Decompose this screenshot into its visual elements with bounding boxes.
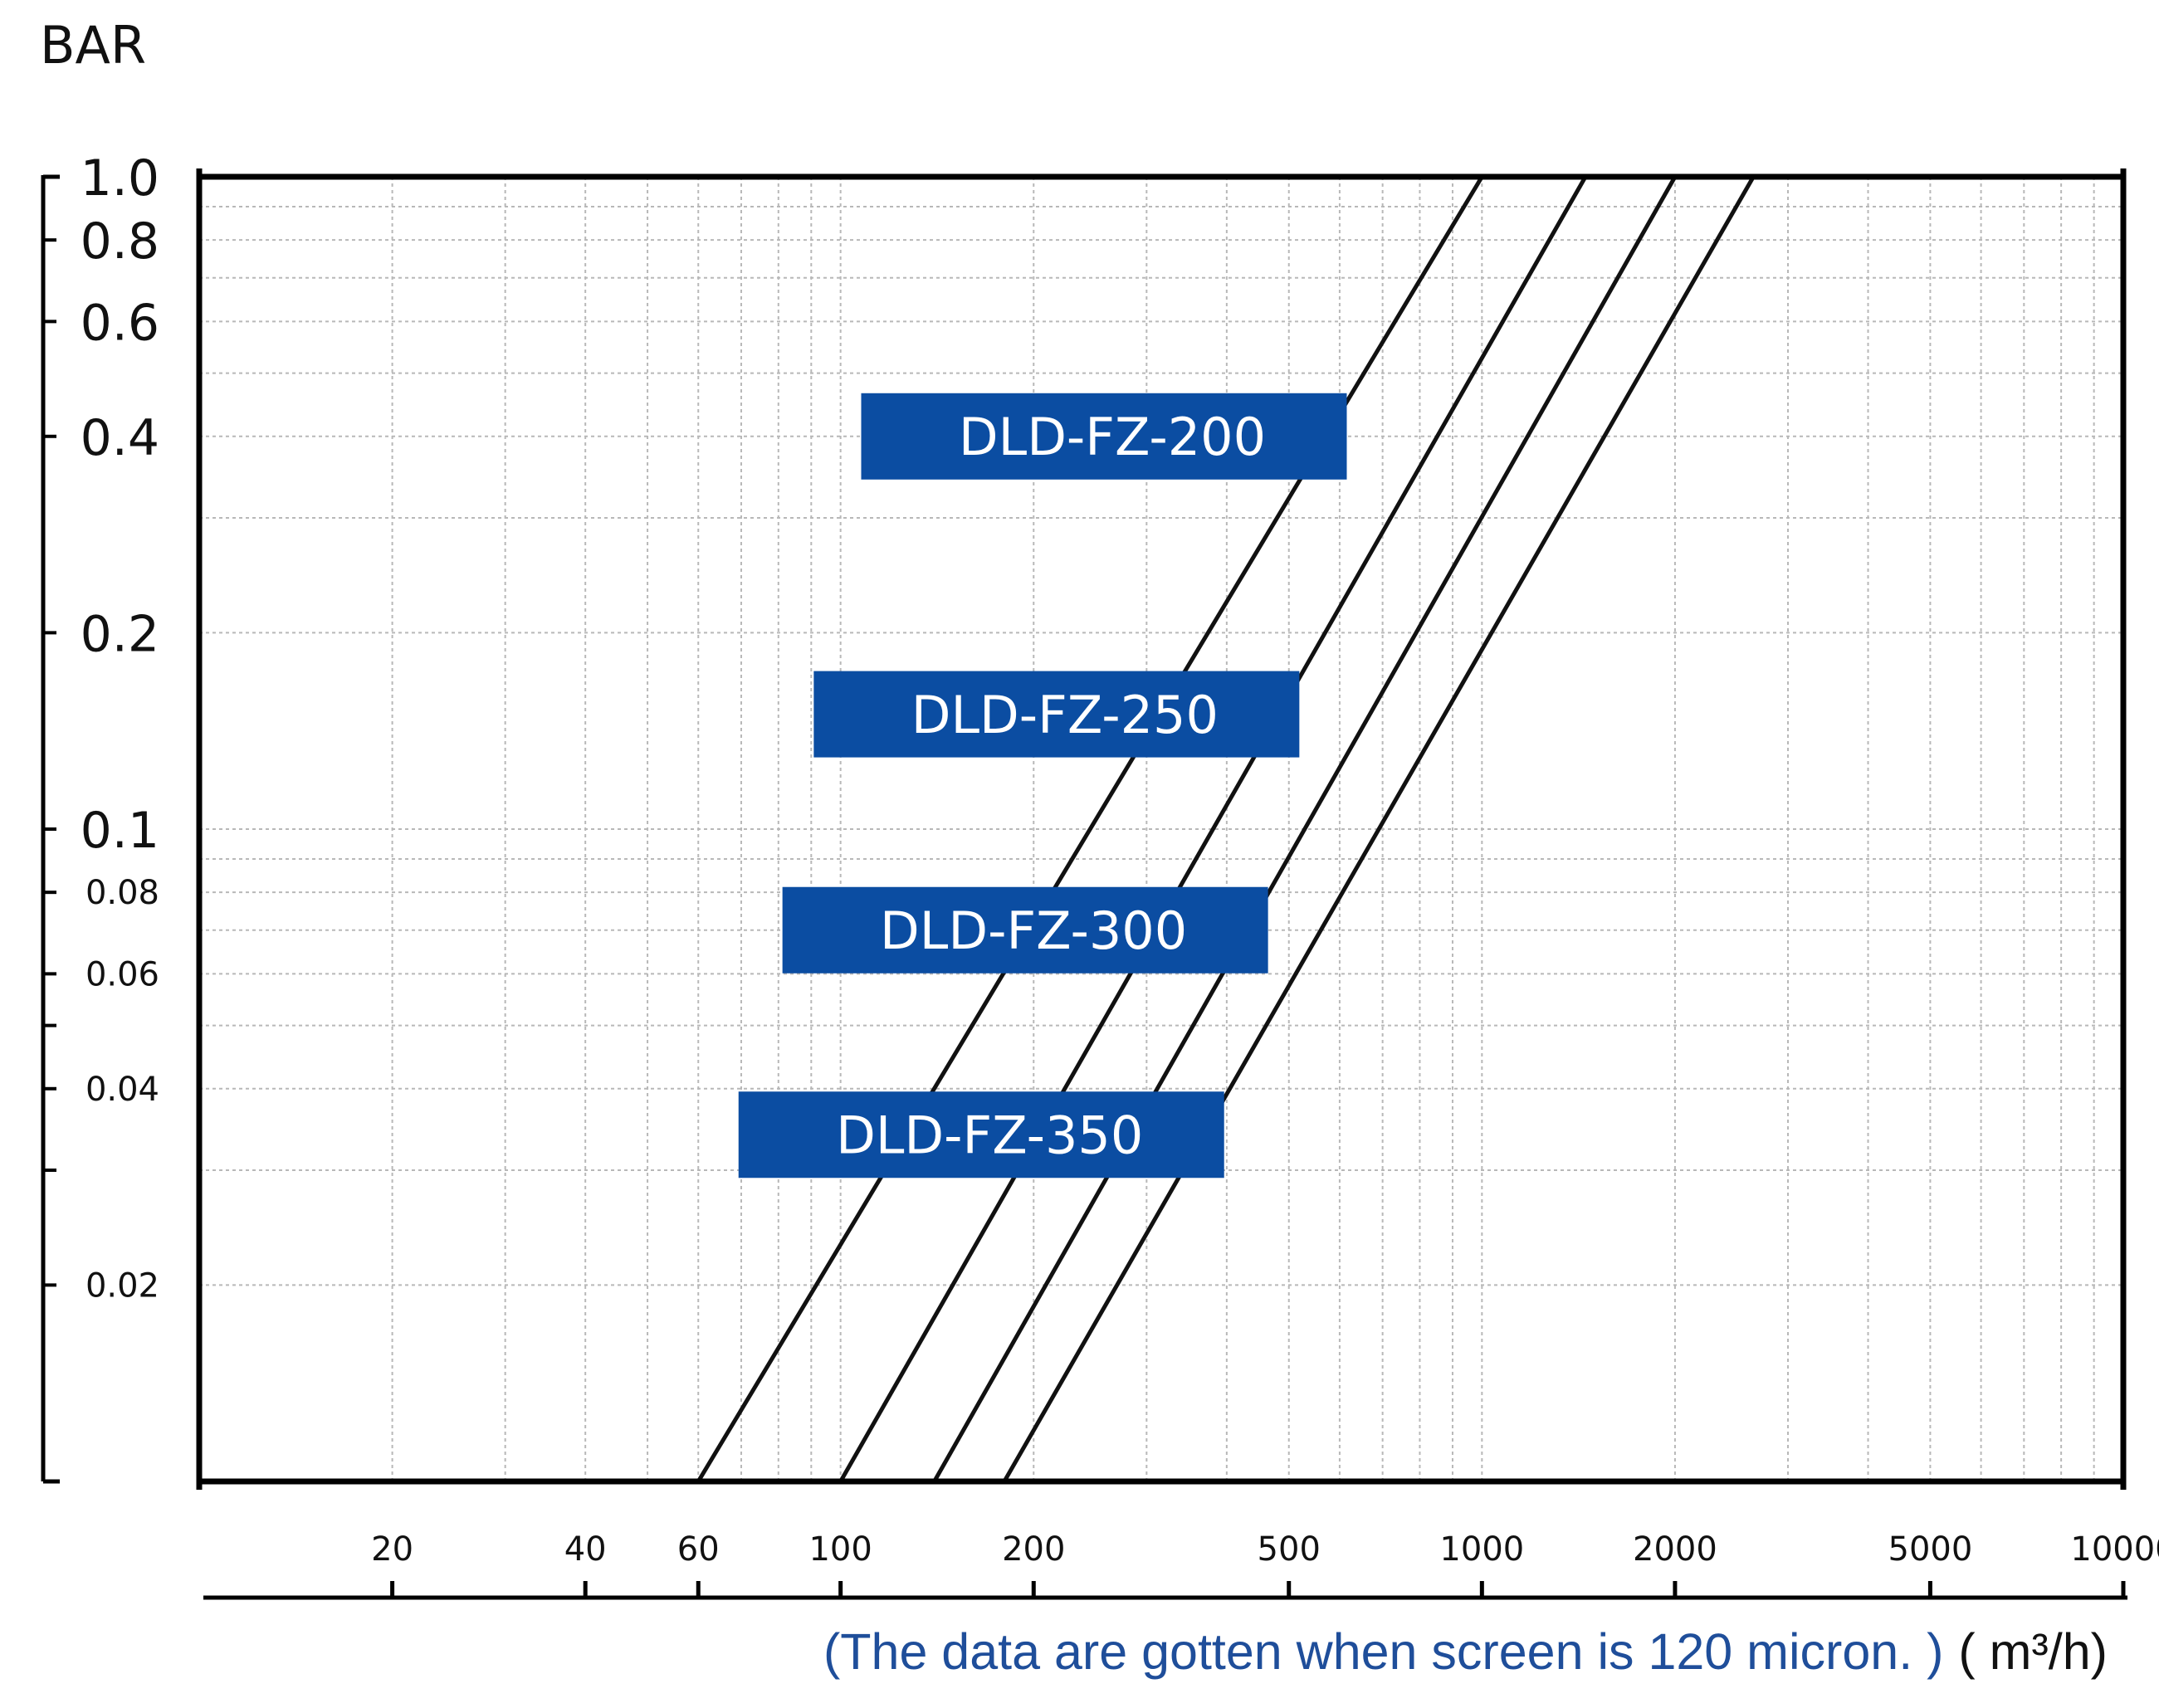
plot-border (196, 173, 2127, 1485)
banner-background (861, 393, 1347, 480)
y-tick-label: 0.6 (81, 294, 159, 352)
x-tick-label: 1000 (1439, 1530, 1524, 1569)
y-tick-label: 0.1 (81, 802, 159, 860)
x-axis-unit: ( m³/h) (1958, 1623, 2108, 1680)
y-tick-label: 1.0 (81, 149, 159, 207)
series-name-label: DLD-FZ-300 (880, 900, 1187, 961)
footnote: (The data are gotten when screen is 120 … (823, 1623, 2108, 1681)
series-line (696, 175, 1484, 1483)
footnote-text: (The data are gotten when screen is 120 … (823, 1623, 1944, 1680)
y-axis-title: BAR (40, 15, 147, 76)
grid (199, 177, 2123, 1481)
x-tick-label: 10000 (2070, 1530, 2159, 1569)
x-tick-label: 500 (1258, 1530, 1321, 1569)
y-axis: 1.00.8 0.6 0.4 0.2 0.1 0.08 0.06 0.04 0.02 (41, 149, 159, 1484)
series-line (838, 175, 1588, 1483)
series-lines (696, 175, 1756, 1483)
x-tick-label: 100 (808, 1530, 872, 1569)
y-tick-label: 0.06 (85, 955, 159, 993)
y-tick-label: 0.2 (81, 605, 159, 663)
series-name-label: DLD-FZ-200 (959, 407, 1266, 467)
banner-background (782, 886, 1268, 974)
series-name-label: DLD-FZ-250 (911, 685, 1219, 745)
x-tick-label: 20 (371, 1530, 413, 1569)
plot-frame (196, 168, 2127, 1490)
banner-background (738, 1091, 1224, 1179)
series-label-banner: DLD-FZ-200 (861, 393, 1347, 480)
y-tick-label: 0.8 (81, 212, 159, 271)
series-label-banner: DLD-FZ-300 (782, 886, 1268, 974)
series-labels: DLD-FZ-200 DLD-FZ-250 DLD-FZ-300 DLD-FZ-350 (738, 393, 1347, 1179)
x-axis: 20 40 60 100 200 500 1000 2000 5000 10000 (203, 1530, 2159, 1600)
y-tick-label: 0.4 (81, 409, 159, 467)
series-name-label: DLD-FZ-350 (836, 1105, 1143, 1166)
series-label-banner: DLD-FZ-350 (738, 1091, 1224, 1179)
series-label-banner: DLD-FZ-250 (813, 671, 1300, 758)
x-tick-label: 200 (1002, 1530, 1065, 1569)
y-tick-label: 0.08 (85, 874, 159, 912)
x-tick-label: 40 (564, 1530, 607, 1569)
y-tick-label: 0.04 (85, 1071, 159, 1109)
x-tick-label: 60 (677, 1530, 720, 1569)
series-line (932, 175, 1678, 1483)
x-tick-label: 2000 (1633, 1530, 1717, 1569)
banner-background (813, 671, 1300, 758)
y-tick-label: 0.02 (85, 1266, 159, 1305)
series-line (1002, 175, 1756, 1483)
x-tick-label: 5000 (1888, 1530, 1973, 1569)
